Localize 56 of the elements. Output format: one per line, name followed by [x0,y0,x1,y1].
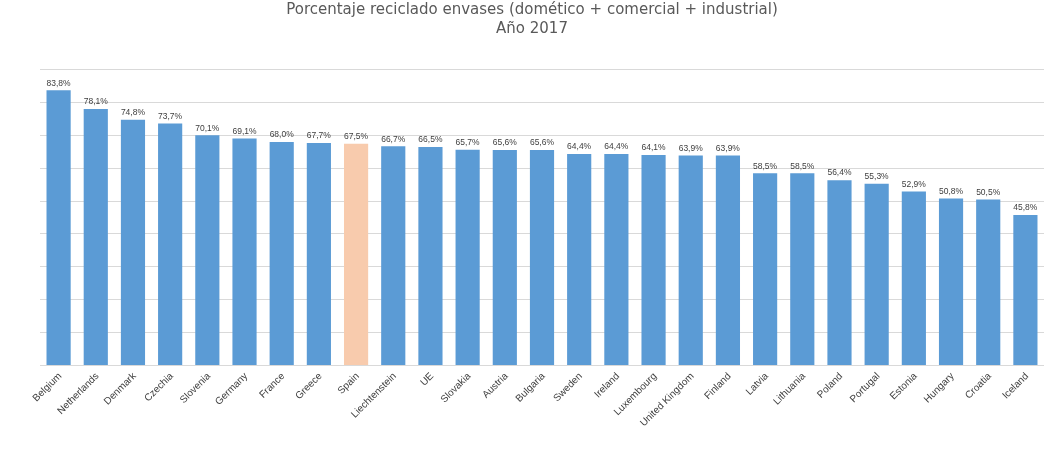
bar [604,153,629,365]
data-label: 66,5% [418,134,443,145]
bar [343,143,369,365]
bar [381,146,406,365]
data-label: 58,5% [790,160,815,171]
bar [827,180,852,365]
data-label: 83,8% [46,77,72,88]
bar [901,191,926,365]
bar [1013,214,1038,365]
bar [864,183,889,365]
data-label: 65,6% [529,137,555,148]
data-label: 50,5% [976,186,1001,197]
data-label: 78,1% [83,96,109,107]
data-label: 70,1% [195,122,220,133]
data-label: 64,1% [641,142,666,153]
bar [455,149,480,365]
bar [418,147,443,365]
data-label: 56,4% [827,167,852,178]
data-label: 67,7% [306,130,332,141]
data-label: 50,8% [938,185,964,196]
x-tick-label: UE [417,369,436,388]
data-label: 73,7% [158,110,183,121]
data-label: 63,9% [678,142,704,153]
bar [715,155,741,365]
data-label: 65,6% [492,137,518,148]
bar [195,135,220,365]
data-label: 63,9% [715,142,741,153]
data-label: 58,5% [753,160,778,171]
bar [938,198,964,365]
data-label: 45,8% [1013,202,1038,213]
bar [641,154,666,365]
bar [269,142,294,365]
bar [567,153,592,365]
bar [83,109,108,365]
bar [306,143,331,365]
bar [753,173,778,365]
data-label: 64,4% [567,141,592,152]
bar [976,199,1001,365]
bar [678,155,703,365]
data-label: 69,1% [232,125,257,136]
data-label: 64,4% [604,141,629,152]
bar [120,119,146,365]
data-label: 52,9% [901,178,927,189]
data-label: 66,7% [381,133,406,144]
bar [232,138,257,365]
chart-title: Porcentaje reciclado envases (domético + comercial + industrial) Año 2017 [286,0,778,37]
data-label: 55,3% [864,171,890,182]
bar [529,149,555,365]
data-label: 65,7% [455,136,481,147]
bar [790,173,815,365]
bar [46,90,71,365]
data-label: 74,8% [120,107,146,118]
data-label: 68,0% [269,129,295,140]
data-label: 67,5% [344,131,369,142]
bar [492,149,517,365]
bar [158,123,183,365]
